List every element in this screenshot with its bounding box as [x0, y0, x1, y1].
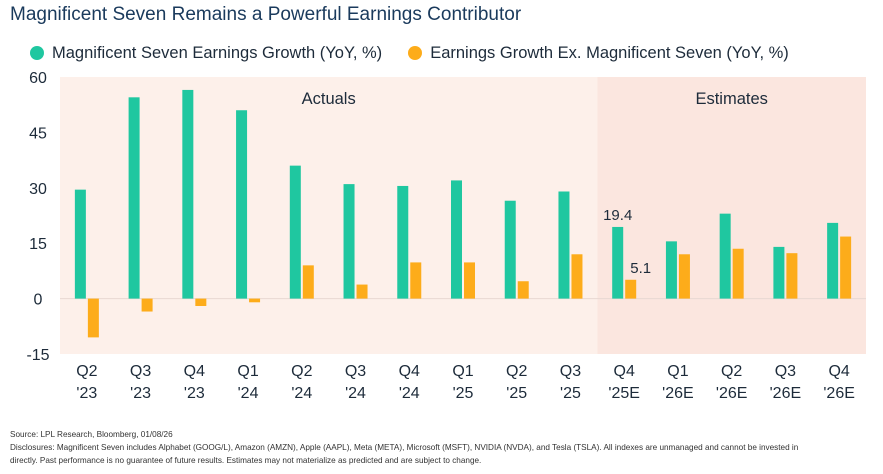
bar-ex-mag7-12 [732, 248, 744, 299]
bar-ex-mag7-7 [464, 262, 475, 299]
x-tick-label-year: '25 [560, 385, 581, 402]
x-tick-label-year: '23 [130, 385, 151, 402]
x-tick-label-year: '24 [399, 385, 420, 402]
bar-mag7-9 [558, 191, 570, 299]
x-tick-label-year: '23 [184, 385, 205, 402]
x-tick-label-year: '25 [506, 385, 527, 402]
bar-ex-mag7-13 [786, 253, 798, 299]
bar-chart: Actuals Estimates 60 45 30 15 0 -15 Q2 '23 Q3 '23 Q4… [26, 70, 866, 402]
x-tick-label-year: '24 [238, 385, 259, 402]
x-tick-label-year: '26E [823, 385, 855, 402]
x-tick-label-year: '24 [345, 385, 366, 402]
region-label-estimates: Estimates [695, 90, 767, 108]
disclosure-line-1: Disclosures: Magnificent Seven includes … [10, 443, 799, 452]
x-tick-label-quarter: Q1 [452, 363, 473, 380]
legend-item-ex-mag7: Earnings Growth Ex. Magnificent Seven (Y… [408, 44, 789, 63]
y-tick-label: 0 [34, 292, 43, 309]
disclosure-line-2: directly. Past performance is no guarant… [10, 456, 482, 465]
x-tick-label-year: '26E [716, 385, 748, 402]
bar-mag7-8 [504, 200, 516, 299]
x-tick-label-quarter: Q4 [828, 363, 849, 380]
bar-ex-mag7-11 [678, 254, 690, 299]
bar-mag7-13 [773, 246, 785, 299]
data-label: 5.1 [630, 260, 651, 277]
bar-ex-mag7-0 [87, 298, 99, 338]
bar-mag7-3 [236, 110, 248, 299]
bar-mag7-4 [289, 165, 301, 299]
x-tick-label-quarter: Q2 [76, 363, 97, 380]
legend-swatch-ex-mag7 [408, 46, 423, 60]
x-tick-label-quarter: Q3 [775, 363, 796, 380]
x-tick-label-quarter: Q2 [721, 363, 742, 380]
bar-mag7-2 [182, 89, 194, 299]
source-note: Source: LPL Research, Bloomberg, 01/08/2… [10, 430, 173, 439]
bar-mag7-1 [128, 97, 140, 299]
bar-mag7-0 [74, 189, 86, 299]
x-tick-label-quarter: Q1 [237, 363, 258, 380]
bar-ex-mag7-6 [410, 262, 422, 299]
legend-label-mag7: Magnificent Seven Earnings Growth (YoY, … [52, 43, 383, 62]
bar-ex-mag7-8 [517, 281, 529, 299]
x-tick-label-quarter: Q4 [184, 363, 205, 380]
bar-ex-mag7-1 [141, 298, 153, 312]
x-tick-label-year: '24 [291, 385, 312, 402]
bar-mag7-6 [397, 185, 409, 299]
bar-mag7-5 [343, 184, 355, 299]
x-tick-label-quarter: Q4 [399, 363, 420, 380]
x-tick-label-year: '26E [770, 385, 802, 402]
bar-ex-mag7-14 [840, 236, 852, 299]
y-tick-label: 30 [29, 181, 47, 198]
bar-mag7-10 [612, 226, 624, 299]
x-tick-label-quarter: Q1 [667, 363, 688, 380]
bar-mag7-12 [719, 213, 731, 299]
x-tick-label-quarter: Q2 [291, 363, 312, 380]
bar-ex-mag7-9 [571, 254, 583, 299]
x-tick-label-year: '25 [453, 385, 474, 402]
legend-swatch-mag7 [30, 46, 44, 60]
bar-ex-mag7-2 [195, 298, 207, 306]
bar-mag7-11 [665, 241, 677, 299]
y-tick-label: 60 [29, 70, 47, 87]
region-estimates [597, 77, 866, 354]
x-tick-label-year: '23 [76, 385, 97, 402]
x-tick-label-year: '26E [662, 385, 694, 402]
y-tick-label: -15 [26, 347, 49, 364]
legend: Magnificent Seven Earnings Growth (YoY, … [30, 40, 873, 66]
x-tick-label-quarter: Q3 [345, 363, 366, 380]
region-actuals [60, 77, 598, 354]
legend-item-mag7: Magnificent Seven Earnings Growth (YoY, … [30, 44, 382, 63]
region-label-actuals: Actuals [302, 90, 356, 108]
bar-ex-mag7-10 [625, 279, 637, 299]
chart-title: Magnificent Seven Remains a Powerful Ear… [10, 4, 522, 25]
legend-label-ex-mag7: Earnings Growth Ex. Magnificent Seven (Y… [430, 43, 789, 62]
footer: Source: LPL Research, Bloomberg, 01/08/2… [10, 428, 875, 467]
x-tick-label-quarter: Q3 [560, 363, 581, 380]
bar-ex-mag7-3 [249, 298, 261, 303]
x-tick-label-quarter: Q3 [130, 363, 151, 380]
x-tick-label-year: '25E [608, 385, 640, 402]
x-tick-label-quarter: Q2 [506, 363, 527, 380]
data-label: 19.4 [603, 207, 632, 224]
x-tick-label-quarter: Q4 [614, 363, 635, 380]
bar-ex-mag7-4 [302, 265, 314, 299]
bar-ex-mag7-5 [356, 284, 368, 299]
bar-mag7-7 [451, 180, 462, 299]
y-tick-label: 15 [29, 236, 47, 253]
bar-mag7-14 [827, 222, 839, 299]
y-tick-label: 45 [29, 125, 47, 142]
